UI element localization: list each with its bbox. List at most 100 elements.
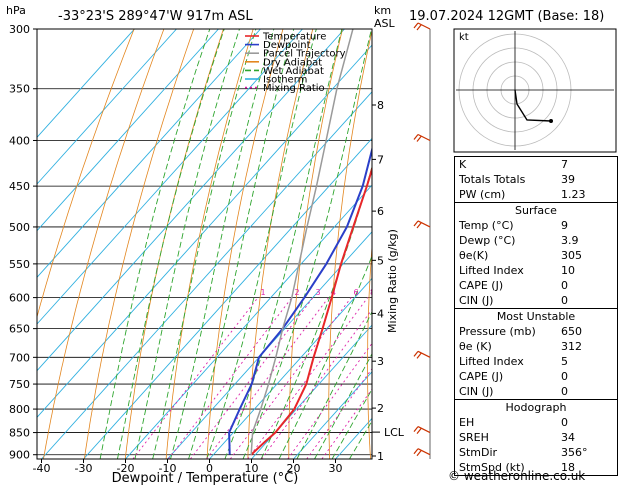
temperature-tick-label: -30 [75,462,93,475]
pressure-tick-label: 400 [9,134,30,147]
pressure-tick-label: 750 [9,378,30,391]
dry-adiabat-line [43,29,165,459]
wind-barb [413,133,431,142]
temperature-tick-label: -40 [33,462,51,475]
surface-value: 3.9 [561,234,579,247]
mu-label: θe (K) [459,340,492,353]
mixing-ratio-line [321,388,372,459]
surface-label: Dewp (°C) [459,234,516,247]
surface-value: 10 [561,264,575,277]
surface-label: CAPE (J) [459,279,504,292]
wet-adiabat-line [242,29,372,459]
km-tick-label: 7 [377,153,384,166]
surface-label: Temp (°C) [459,219,514,232]
mixing-ratio-label: 8 [370,288,375,297]
pressure-tick-label: 850 [9,427,30,440]
surface-row: CIN (J) 0 [455,293,617,308]
footer-credit[interactable]: © weatheronline.co.uk [448,469,586,483]
isotherm-line [251,324,372,459]
mixing-ratio-line [247,297,369,459]
index-value: 39 [561,173,575,186]
index-label: K [459,158,467,171]
legend-entry: Dry Adiabat [263,57,322,68]
hodograph-table-title: Hodograph [455,399,617,415]
hodo-label: StmDir [459,446,498,459]
km-unit-label: km [374,4,391,17]
index-label: PW (cm) [459,188,506,201]
plot-frame [36,28,373,460]
dry-adiabat-line [405,29,432,459]
dry-adiabat-line [37,29,135,319]
temperature-tick-label: -10 [159,462,177,475]
temperature-line [250,165,372,456]
dry-adiabat-line [206,29,284,459]
parcel-trajectory-line [250,29,354,455]
index-row: PW (cm) 1.23 [455,187,617,202]
wind-barb [413,350,431,359]
mixing-ratio-label: 25 [438,288,448,297]
surface-value: 305 [561,249,582,262]
legend-entry: Dewpoint [263,40,311,51]
legend-entry: Isotherm [263,75,307,86]
pressure-tick-label: 600 [9,292,30,305]
wind-barb [413,448,431,457]
pressure-tick-label: 800 [9,403,30,416]
index-label: Totals Totals [459,173,526,186]
surface-row: θe(K) 305 [455,248,617,263]
temperature-tick-label: -20 [117,462,135,475]
datetime-title: 19.07.2024 12GMT (Base: 18) [409,9,604,24]
wet-adiabat-line [224,29,343,459]
isotherm-line [37,29,177,185]
most-unstable-title: Most Unstable [455,308,617,324]
isotherm-line [37,44,372,419]
hodo-row: StmDir 356° [455,445,617,460]
km-tick-label: 4 [377,307,384,320]
mu-value: 0 [561,385,568,398]
legend-entry: Mixing Ratio [263,83,325,94]
mixing-ratio-line [132,297,259,459]
index-row: Totals Totals 39 [455,172,617,187]
mixing-ratio-label: 6 [353,288,358,297]
wet-adiabat-line [134,29,240,459]
mixing-ratio-line [190,297,314,459]
isotherm-line [37,29,303,325]
surface-value: 9 [561,219,568,232]
background-lines: 1 2 3 4 6 8 10 15 20 25 [37,29,448,459]
temperature-tick-label: 20 [287,462,301,475]
mu-row: Lifted Index 5 [455,354,617,369]
surface-value: 0 [561,279,568,292]
wet-adiabat-line [99,29,211,459]
dry-adiabat-line [367,242,372,459]
surface-label: θe(K) [459,249,489,262]
hodo-row: SREH 34 [455,430,617,445]
wet-adiabat-line [278,255,372,459]
km-tick-label: 5 [377,254,384,267]
index-value: 1.23 [561,188,586,201]
surface-row: Lifted Index 10 [455,263,617,278]
index-value: 7 [561,158,568,171]
isotherm-line [83,137,372,459]
sounding-profiles [228,29,372,456]
lcl-label: LCL [384,426,405,439]
surface-row: CAPE (J) 0 [455,278,617,293]
wet-adiabat-line [152,29,257,459]
mixing-ratio-label: 2 [294,288,299,297]
isotherm-line [37,29,219,232]
hodo-row: StmSpd (kt) 18 [455,460,617,475]
mixing-ratio-line [306,367,372,459]
mixing-ratio-label: 20 [424,288,434,297]
hodo-value: 0 [561,416,568,429]
wet-adiabat-line [260,164,372,459]
mixing-ratio-line [287,342,372,459]
dry-adiabat-line [247,29,314,459]
axes: 300350400450500550600650700750800850900-… [9,23,405,475]
wet-adiabat-line [170,29,275,459]
km-tick-label: 8 [377,99,384,112]
legend-entry: Wet Adiabat [263,66,324,77]
temperature-tick-label: 10 [245,462,259,475]
hodo-value: 18 [561,461,575,474]
hodo-row: EH 0 [455,415,617,430]
pressure-tick-label: 650 [9,323,30,336]
